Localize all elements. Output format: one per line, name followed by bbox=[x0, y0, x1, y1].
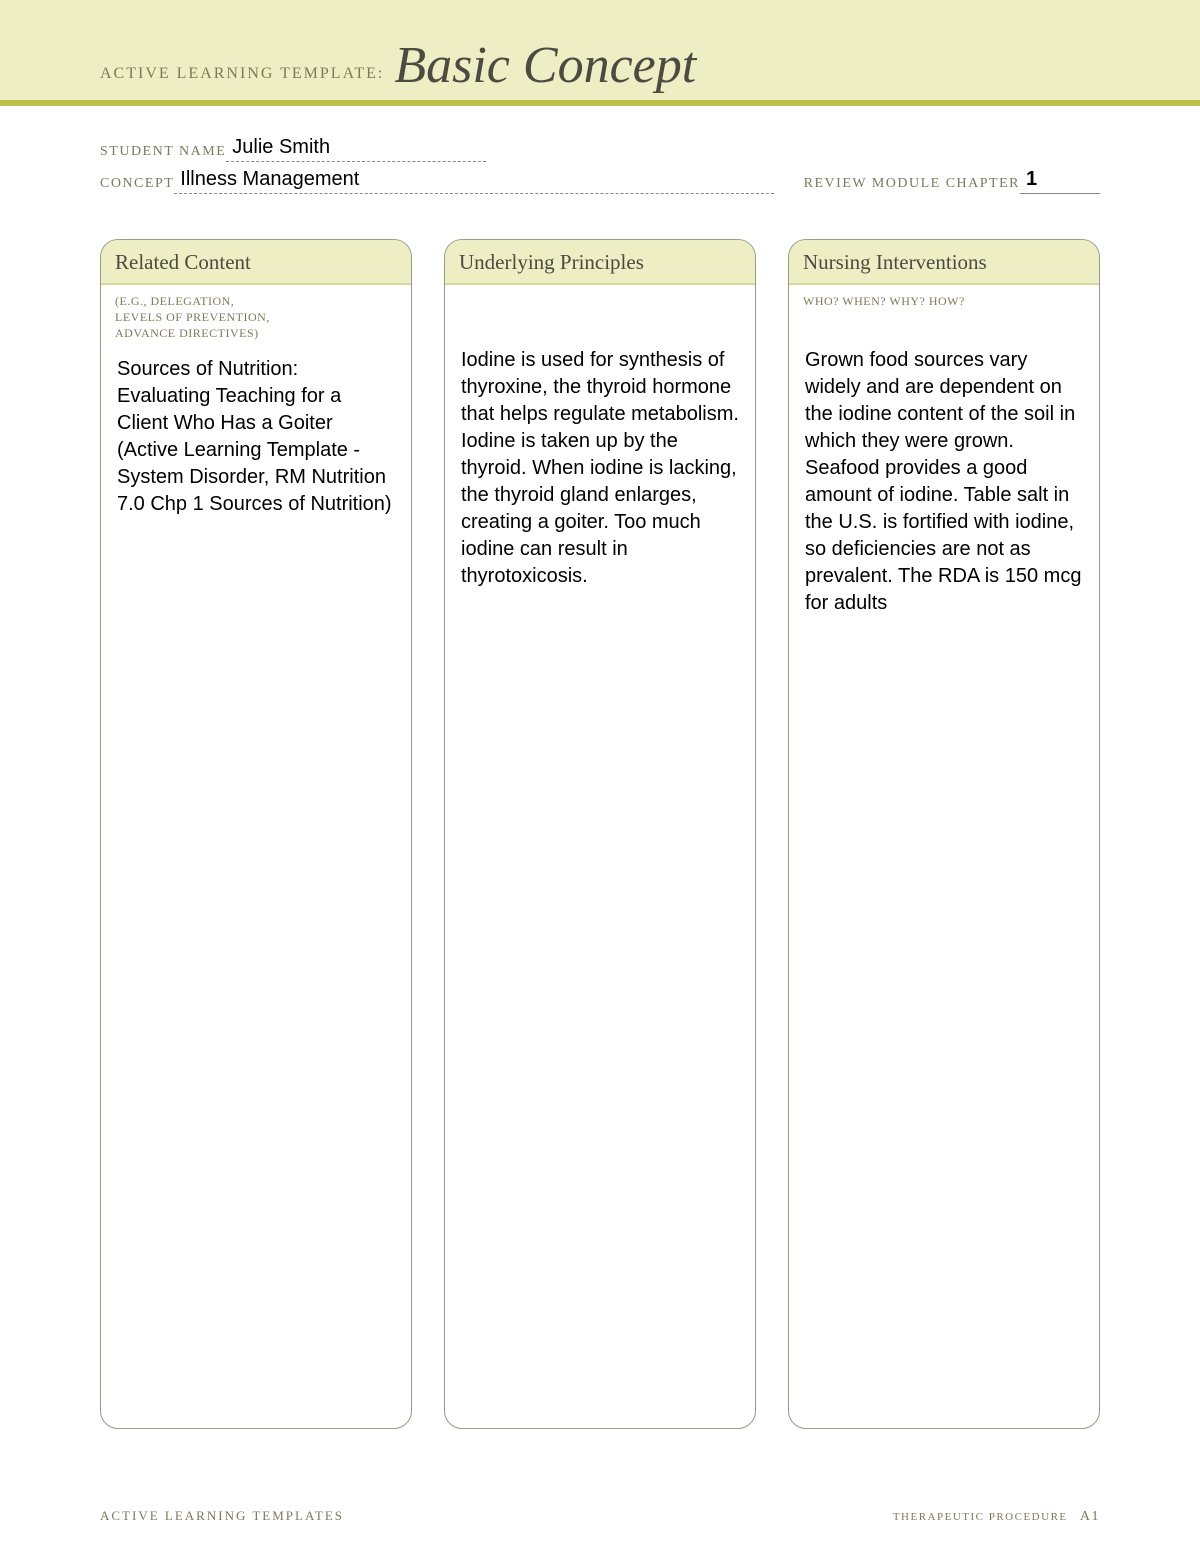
footer-page-number: A1 bbox=[1080, 1509, 1100, 1524]
columns-wrap: Related Content (E.G., DELEGATION, LEVEL… bbox=[0, 194, 1200, 1429]
column-body: Grown food sources vary widely and are d… bbox=[789, 337, 1099, 633]
header-band: ACTIVE LEARNING TEMPLATE: Basic Concept bbox=[0, 0, 1200, 100]
column-subhead bbox=[445, 285, 755, 337]
review-group: REVIEW MODULE CHAPTER 1 bbox=[804, 168, 1100, 194]
column-related-content: Related Content (E.G., DELEGATION, LEVEL… bbox=[100, 239, 412, 1429]
column-subhead: WHO? WHEN? WHY? HOW? bbox=[789, 285, 1099, 337]
header-title: Basic Concept bbox=[394, 40, 696, 92]
review-label: REVIEW MODULE CHAPTER bbox=[804, 176, 1020, 194]
page: ACTIVE LEARNING TEMPLATE: Basic Concept … bbox=[0, 0, 1200, 1553]
info-section: STUDENT NAME Julie Smith CONCEPT Illness… bbox=[0, 106, 1200, 194]
footer-right-label: THERAPEUTIC PROCEDURE bbox=[893, 1511, 1068, 1523]
column-nursing-interventions: Nursing Interventions WHO? WHEN? WHY? HO… bbox=[788, 239, 1100, 1429]
footer-left: ACTIVE LEARNING TEMPLATES bbox=[100, 1508, 344, 1524]
concept-value: Illness Management bbox=[174, 168, 773, 194]
student-name-row: STUDENT NAME Julie Smith bbox=[100, 136, 1100, 162]
concept-group: CONCEPT Illness Management bbox=[100, 168, 774, 194]
column-underlying-principles: Underlying Principles Iodine is used for… bbox=[444, 239, 756, 1429]
column-body: Sources of Nutrition: Evaluating Teachin… bbox=[101, 346, 411, 534]
column-header: Underlying Principles bbox=[445, 240, 755, 285]
header-prefix: ACTIVE LEARNING TEMPLATE: bbox=[100, 66, 384, 92]
column-body: Iodine is used for synthesis of thyroxin… bbox=[445, 337, 755, 606]
footer: ACTIVE LEARNING TEMPLATES THERAPEUTIC PR… bbox=[100, 1508, 1100, 1525]
footer-right: THERAPEUTIC PROCEDURE A1 bbox=[893, 1509, 1100, 1525]
column-header: Related Content bbox=[101, 240, 411, 285]
student-name-value: Julie Smith bbox=[226, 136, 486, 162]
column-subhead: (E.G., DELEGATION, LEVELS OF PREVENTION,… bbox=[101, 285, 411, 346]
concept-row: CONCEPT Illness Management REVIEW MODULE… bbox=[100, 168, 1100, 194]
review-value: 1 bbox=[1020, 168, 1100, 194]
student-name-label: STUDENT NAME bbox=[100, 144, 226, 162]
concept-label: CONCEPT bbox=[100, 176, 174, 194]
column-header: Nursing Interventions bbox=[789, 240, 1099, 285]
